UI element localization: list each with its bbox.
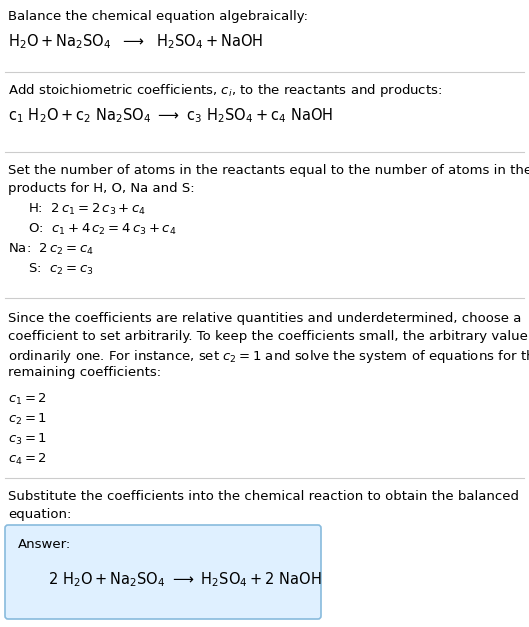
Text: $\mathrm{2\ H_2O + Na_2SO_4 \ \longrightarrow \ H_2SO_4 + 2\ NaOH}$: $\mathrm{2\ H_2O + Na_2SO_4 \ \longright… [48,571,322,589]
Text: ordinarily one. For instance, set $c_2 = 1$ and solve the system of equations fo: ordinarily one. For instance, set $c_2 =… [8,348,529,365]
Text: H:  $2\,c_1 = 2\,c_3 + c_4$: H: $2\,c_1 = 2\,c_3 + c_4$ [28,202,146,217]
Text: O:  $c_1 + 4\,c_2 = 4\,c_3 + c_4$: O: $c_1 + 4\,c_2 = 4\,c_3 + c_4$ [28,222,177,237]
Text: $c_3 = 1$: $c_3 = 1$ [8,432,47,447]
Text: Na:  $2\,c_2 = c_4$: Na: $2\,c_2 = c_4$ [8,242,94,257]
Text: Answer:: Answer: [18,538,71,551]
Text: Add stoichiometric coefficients, $c_i$, to the reactants and products:: Add stoichiometric coefficients, $c_i$, … [8,82,442,99]
Text: S:  $c_2 = c_3$: S: $c_2 = c_3$ [28,262,94,277]
Text: $\mathrm{c_1\ H_2O + c_2\ Na_2SO_4 \ \longrightarrow\ c_3\ H_2SO_4 + c_4\ NaOH}$: $\mathrm{c_1\ H_2O + c_2\ Na_2SO_4 \ \lo… [8,106,333,125]
Text: Since the coefficients are relative quantities and underdetermined, choose a: Since the coefficients are relative quan… [8,312,522,325]
Text: Set the number of atoms in the reactants equal to the number of atoms in the: Set the number of atoms in the reactants… [8,164,529,177]
Text: $c_4 = 2$: $c_4 = 2$ [8,452,47,467]
Text: Substitute the coefficients into the chemical reaction to obtain the balanced: Substitute the coefficients into the che… [8,490,519,503]
Text: $c_2 = 1$: $c_2 = 1$ [8,412,47,427]
Text: equation:: equation: [8,508,71,521]
FancyBboxPatch shape [5,525,321,619]
Text: products for H, O, Na and S:: products for H, O, Na and S: [8,182,195,195]
Text: $c_1 = 2$: $c_1 = 2$ [8,392,47,407]
Text: remaining coefficients:: remaining coefficients: [8,366,161,379]
Text: coefficient to set arbitrarily. To keep the coefficients small, the arbitrary va: coefficient to set arbitrarily. To keep … [8,330,529,343]
Text: Balance the chemical equation algebraically:: Balance the chemical equation algebraica… [8,10,308,23]
Text: $\mathrm{H_2O + Na_2SO_4 \ \ \longrightarrow \ \ H_2SO_4 + NaOH}$: $\mathrm{H_2O + Na_2SO_4 \ \ \longrighta… [8,32,263,51]
